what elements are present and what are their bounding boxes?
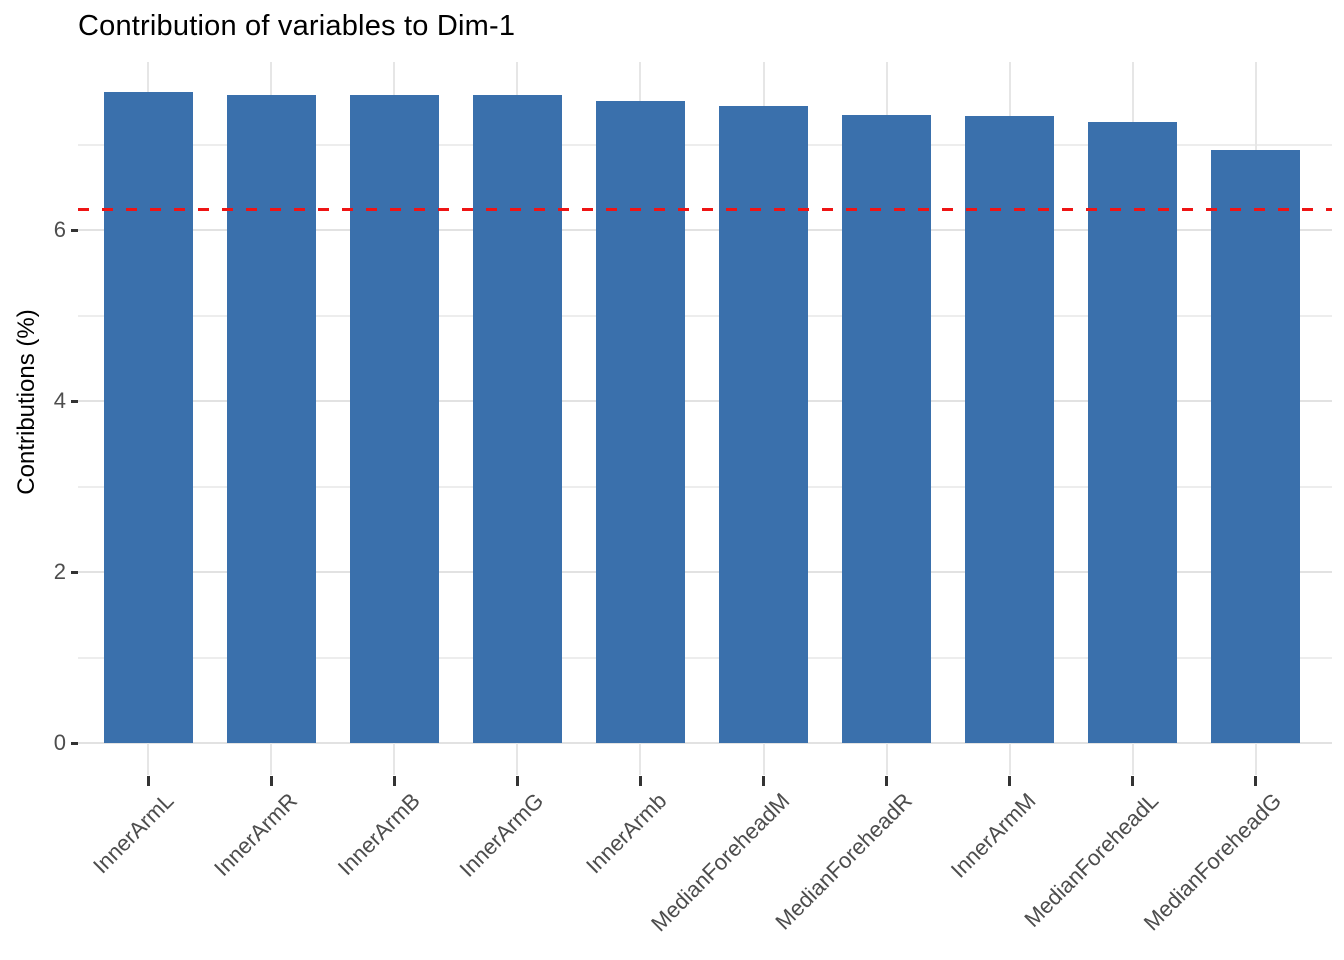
x-tick-mark <box>762 776 765 786</box>
x-tick-label: InnerArmR <box>208 788 302 881</box>
x-tick-mark <box>146 776 150 786</box>
y-tick-label: 4 <box>53 388 66 414</box>
x-tick-mark <box>1131 776 1135 786</box>
x-tick-label: InnerArmG <box>454 788 548 882</box>
x-tick-mark <box>638 776 642 786</box>
x-tick-label: InnerArmb <box>580 788 672 879</box>
x-tick-label: MedianForeheadL <box>1019 788 1164 932</box>
bar <box>472 95 562 743</box>
y-tick-mark <box>71 228 78 232</box>
chart-title: Contribution of variables to Dim-1 <box>78 10 516 42</box>
bar <box>349 95 439 743</box>
bar <box>842 115 932 743</box>
bar <box>1211 150 1301 743</box>
x-tick-label: InnerArmL <box>88 788 179 879</box>
x-tick-mark <box>1008 776 1012 786</box>
x-tick-mark <box>885 776 889 786</box>
bar <box>1088 121 1178 743</box>
reference-line <box>78 207 1332 211</box>
x-tick-mark <box>515 776 519 786</box>
minor-gridline <box>78 485 1332 488</box>
y-tick-mark <box>71 570 78 574</box>
y-tick-mark <box>71 741 78 745</box>
major-gridline <box>78 400 1332 403</box>
y-tick-mark <box>71 399 78 403</box>
x-tick-mark <box>269 776 273 786</box>
x-tick-label: MedianForeheadG <box>1139 788 1287 936</box>
y-tick-label: 6 <box>53 217 66 243</box>
minor-gridline <box>78 314 1332 317</box>
bar <box>965 115 1055 743</box>
minor-gridline <box>78 143 1332 146</box>
minor-gridline <box>78 656 1332 659</box>
major-gridline <box>78 229 1332 232</box>
y-axis-title: Contributions (%) <box>13 309 40 495</box>
x-tick-label: MedianForeheadR <box>770 788 918 935</box>
major-gridline <box>78 742 1332 744</box>
y-tick-label: 0 <box>53 730 66 755</box>
y-tick-label: 2 <box>53 559 66 585</box>
bar <box>719 105 808 743</box>
x-tick-mark <box>392 776 396 786</box>
x-tick-label: InnerArmM <box>945 788 1041 883</box>
bar <box>595 101 685 743</box>
bar <box>226 94 316 743</box>
x-tick-mark <box>1254 776 1258 786</box>
x-tick-label: InnerArmB <box>332 788 425 881</box>
bar <box>103 91 193 743</box>
major-gridline <box>78 571 1332 574</box>
